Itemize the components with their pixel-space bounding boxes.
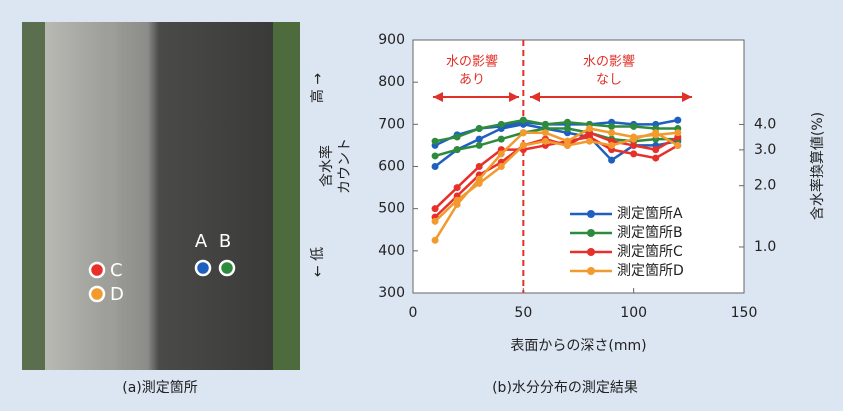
point-label: B	[219, 231, 231, 252]
data-point	[432, 237, 439, 244]
y2-axis-label: 含水率換算値(%)	[809, 112, 826, 220]
point-label: D	[110, 284, 124, 305]
annotation: なし	[596, 73, 622, 88]
data-point	[564, 119, 571, 126]
data-point	[630, 136, 637, 143]
x-tick-label: 50	[514, 305, 532, 321]
data-point	[564, 142, 571, 149]
legend-label: 測定箇所C	[617, 243, 683, 260]
x-tick-label: 150	[731, 305, 758, 321]
data-point	[608, 123, 615, 130]
data-point	[498, 136, 505, 143]
data-point	[542, 129, 549, 136]
data-point	[608, 157, 615, 164]
data-point	[454, 133, 461, 140]
data-point	[498, 163, 505, 170]
y-tick-label: 300	[378, 285, 405, 301]
y-low: ← 低	[310, 247, 326, 277]
legend-marker	[587, 248, 595, 256]
figure: (a)測定箇所 (b)水分分布の測定結果 ABCD300400500600700…	[0, 0, 843, 411]
data-point	[498, 121, 505, 128]
data-point	[608, 142, 615, 149]
legend-label: 測定箇所A	[617, 205, 683, 222]
data-point	[432, 152, 439, 159]
point-marker	[90, 287, 104, 301]
data-point	[630, 150, 637, 157]
data-point	[652, 129, 659, 136]
y-tick-label: 900	[378, 32, 405, 48]
data-point	[542, 138, 549, 145]
pillar	[45, 22, 273, 370]
photo-bg	[270, 22, 300, 370]
x-tick-label: 0	[409, 305, 418, 321]
pillar-edge	[105, 22, 117, 370]
point-marker	[90, 263, 104, 277]
data-point	[432, 163, 439, 170]
data-point	[652, 155, 659, 162]
data-point	[586, 125, 593, 132]
y-tick-label: 400	[378, 243, 405, 259]
y-axis-label: 含水率	[318, 145, 335, 187]
caption-a: (a)測定箇所	[122, 379, 198, 396]
y2-tick-label: 4.0	[754, 116, 776, 132]
x-tick-label: 100	[620, 305, 647, 321]
data-point	[476, 136, 483, 143]
y-tick-label: 700	[378, 116, 405, 132]
data-point	[476, 163, 483, 170]
legend-marker	[587, 210, 595, 218]
data-point	[454, 197, 461, 204]
data-point	[520, 129, 527, 136]
data-point	[476, 125, 483, 132]
data-point	[520, 142, 527, 149]
y-axis-label: カウント	[337, 138, 353, 194]
data-point	[498, 150, 505, 157]
data-point	[432, 138, 439, 145]
data-point	[652, 146, 659, 153]
annotation: 水の影響	[446, 54, 498, 70]
annotation: あり	[459, 73, 485, 88]
data-point	[674, 117, 681, 124]
data-point	[476, 142, 483, 149]
y-tick-label: 500	[378, 201, 405, 217]
data-point	[454, 184, 461, 191]
legend-marker	[587, 267, 595, 275]
data-point	[432, 218, 439, 225]
data-point	[608, 129, 615, 136]
data-point	[674, 142, 681, 149]
data-point	[476, 180, 483, 187]
x-axis-label: 表面からの深さ(mm)	[510, 338, 646, 354]
y-tick-label: 600	[378, 159, 405, 175]
y2-tick-label: 1.0	[754, 239, 776, 255]
caption-b: (b)水分分布の測定結果	[492, 380, 638, 396]
data-point	[674, 129, 681, 136]
y2-tick-label: 2.0	[754, 178, 776, 194]
data-point	[520, 117, 527, 124]
point-label: A	[195, 231, 208, 252]
y-high: 高 →	[309, 73, 326, 103]
y-tick-label: 800	[378, 74, 405, 90]
data-point	[586, 138, 593, 145]
legend-marker	[587, 229, 595, 237]
y2-tick-label: 3.0	[754, 142, 776, 158]
data-point	[630, 123, 637, 130]
data-point	[564, 125, 571, 132]
data-point	[432, 205, 439, 212]
annotation: 水の影響	[583, 54, 635, 70]
point-marker	[220, 261, 234, 275]
data-point	[454, 146, 461, 153]
point-label: C	[110, 260, 123, 281]
legend-label: 測定箇所B	[617, 224, 683, 241]
data-point	[630, 142, 637, 149]
point-marker	[196, 261, 210, 275]
legend-label: 測定箇所D	[617, 262, 684, 279]
